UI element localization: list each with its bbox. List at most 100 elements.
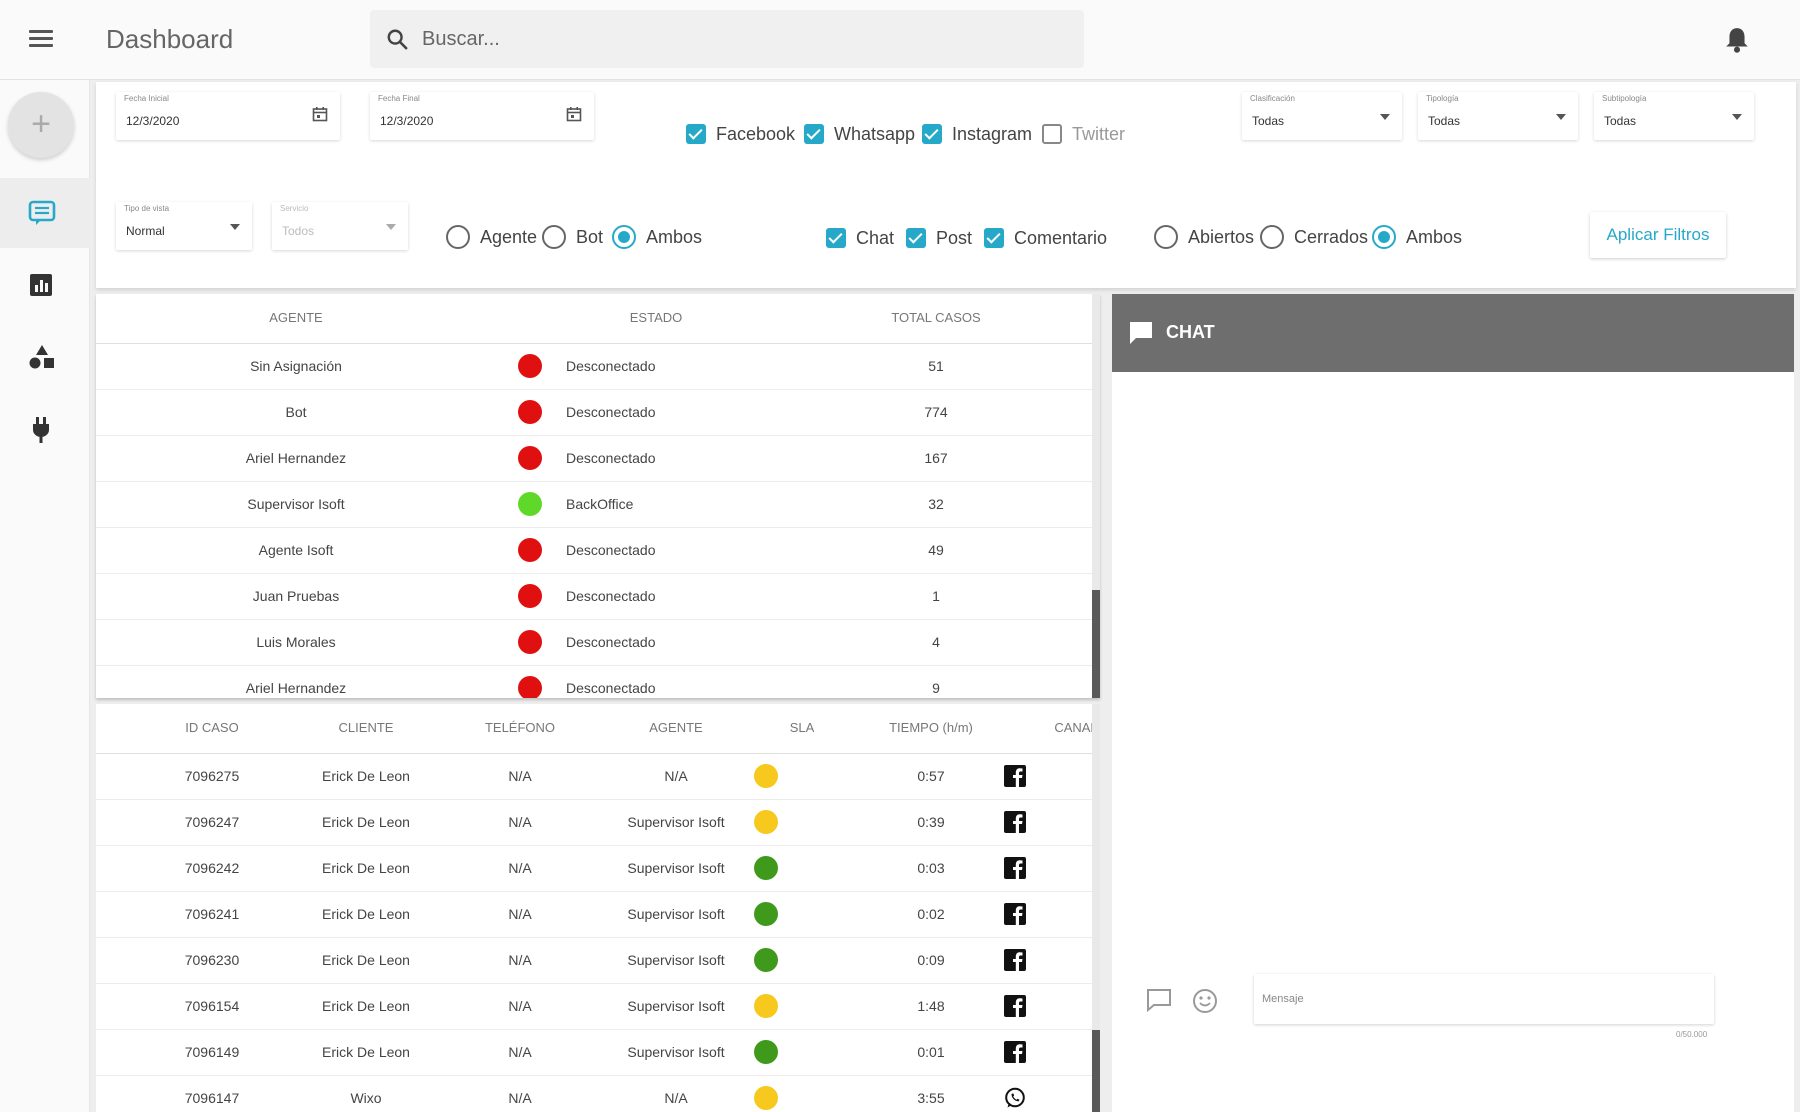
agent-name: Ariel Hernandez: [245, 680, 347, 696]
message-input[interactable]: [1262, 986, 1702, 1012]
channel-instagram-checkbox[interactable]: Instagram: [922, 122, 1032, 146]
table-row[interactable]: 7096147 Wixo N/A N/A 3:55: [96, 1076, 1092, 1112]
case-id: 7096242: [184, 860, 240, 876]
agent-name: Luis Morales: [256, 634, 336, 650]
case-id: 7096275: [184, 768, 240, 784]
table-row[interactable]: Ariel Hernandez Desconectado 167: [96, 436, 1092, 482]
radio-ring: [612, 225, 636, 249]
search-input[interactable]: [422, 20, 1062, 58]
table-row[interactable]: 7096230 Erick De Leon N/A Supervisor Isoft 0…: [96, 938, 1092, 984]
quick-reply-icon[interactable]: [1146, 988, 1172, 1012]
case-client: Erick De Leon: [322, 768, 410, 784]
table-row[interactable]: 7096247 Erick De Leon N/A Supervisor Isoft 0…: [96, 800, 1092, 846]
source-agente-radio[interactable]: Agente: [446, 224, 537, 250]
total-cases: 4: [932, 634, 940, 650]
type-comentario-checkbox[interactable]: Comentario: [984, 226, 1107, 250]
end-date-field[interactable]: Fecha Final 12/3/2020: [370, 92, 594, 140]
agent-status: BackOffice: [566, 496, 634, 512]
case-id: 7096247: [184, 814, 240, 830]
case-time: 3:55: [917, 1090, 945, 1106]
channel-facebook-checkbox[interactable]: Facebook: [686, 122, 795, 146]
table-row[interactable]: Luis Morales Desconectado 4: [96, 620, 1092, 666]
view-type-select[interactable]: Tipo de vista Normal: [116, 202, 252, 250]
status-ambos-radio[interactable]: Ambos: [1372, 224, 1462, 250]
status-dot: [518, 538, 542, 562]
chevron-down-icon: [230, 224, 240, 230]
service-select[interactable]: Servicio Todos: [272, 202, 408, 250]
radio-ring: [1260, 225, 1284, 249]
scrollbar-thumb[interactable]: [1092, 1030, 1100, 1112]
facebook-icon[interactable]: [1004, 995, 1026, 1017]
agents-scrollbar[interactable]: [1092, 294, 1100, 698]
source-bot-radio[interactable]: Bot: [542, 224, 603, 250]
table-header: ID CASO CLIENTE TELÉFONO AGENTE SLA TIEM…: [96, 704, 1098, 754]
table-row[interactable]: 7096154 Erick De Leon N/A Supervisor Isoft 1…: [96, 984, 1092, 1030]
table-row[interactable]: Sin Asignación Desconectado 51: [96, 344, 1092, 390]
channel-twitter-checkbox[interactable]: Twitter: [1042, 122, 1125, 146]
case-client: Erick De Leon: [322, 952, 410, 968]
nav-categories[interactable]: [0, 322, 90, 392]
agent-status: Desconectado: [566, 450, 656, 466]
search-bar: [370, 10, 1084, 68]
nav-reports[interactable]: [0, 250, 90, 320]
sla-dot: [754, 764, 778, 788]
add-button[interactable]: +: [8, 92, 74, 158]
notification-bell-icon[interactable]: [1724, 26, 1750, 54]
status-cerrados-radio[interactable]: Cerrados: [1260, 224, 1368, 250]
agent-status: Desconectado: [566, 404, 656, 420]
table-row[interactable]: 7096241 Erick De Leon N/A Supervisor Isoft 0…: [96, 892, 1092, 938]
table-row[interactable]: Agente Isoft Desconectado 49: [96, 528, 1092, 574]
calendar-icon[interactable]: [566, 106, 582, 122]
case-agent: Supervisor Isoft: [627, 906, 725, 922]
subtipologia-select[interactable]: Subtipología Todas: [1594, 92, 1754, 140]
case-time: 0:09: [917, 952, 945, 968]
calendar-icon[interactable]: [312, 106, 328, 122]
facebook-icon[interactable]: [1004, 949, 1026, 971]
agent-status: Desconectado: [566, 358, 656, 374]
cases-scrollbar[interactable]: [1092, 704, 1100, 1112]
clasificacion-select[interactable]: Clasificación Todas: [1242, 92, 1402, 140]
nav-integrations[interactable]: [0, 394, 90, 464]
type-post-checkbox[interactable]: Post: [906, 226, 972, 250]
nav-chats[interactable]: [0, 178, 90, 248]
source-ambos-radio[interactable]: Ambos: [612, 224, 702, 250]
facebook-icon[interactable]: [1004, 1041, 1026, 1063]
whatsapp-icon[interactable]: [1004, 1087, 1026, 1109]
table-row[interactable]: 7096275 Erick De Leon N/A N/A 0:57: [96, 754, 1092, 800]
tipologia-select[interactable]: Tipología Todas: [1418, 92, 1578, 140]
facebook-icon[interactable]: [1004, 903, 1026, 925]
facebook-icon[interactable]: [1004, 765, 1026, 787]
type-chat-checkbox[interactable]: Chat: [826, 226, 894, 250]
case-phone: N/A: [508, 860, 532, 876]
agent-status: Desconectado: [566, 634, 656, 650]
emoji-icon[interactable]: [1192, 988, 1218, 1014]
start-date-field[interactable]: Fecha Inicial 12/3/2020: [116, 92, 340, 140]
case-time: 0:39: [917, 814, 945, 830]
table-row[interactable]: 7096149 Erick De Leon N/A Supervisor Isoft 0…: [96, 1030, 1092, 1076]
checkbox-box: [804, 124, 824, 144]
checkbox-box: [984, 228, 1004, 248]
case-phone: N/A: [508, 1044, 532, 1060]
table-header: AGENTE ESTADO TOTAL CASOS: [96, 294, 1092, 344]
status-abiertos-radio[interactable]: Abiertos: [1154, 224, 1254, 250]
agent-name: Juan Pruebas: [252, 588, 340, 604]
radio-ring: [1154, 225, 1178, 249]
left-nav-rail: +: [0, 80, 90, 1112]
table-row[interactable]: Supervisor Isoft BackOffice 32: [96, 482, 1092, 528]
case-id: 7096147: [184, 1090, 240, 1106]
channel-whatsapp-checkbox[interactable]: Whatsapp: [804, 122, 915, 146]
menu-icon[interactable]: [26, 26, 56, 54]
table-row[interactable]: Juan Pruebas Desconectado 1: [96, 574, 1092, 620]
facebook-icon[interactable]: [1004, 857, 1026, 879]
checkbox-box: [686, 124, 706, 144]
facebook-icon[interactable]: [1004, 811, 1026, 833]
scrollbar-thumb[interactable]: [1092, 590, 1100, 698]
apply-filters-button[interactable]: Aplicar Filtros: [1590, 212, 1726, 258]
case-time: 0:57: [917, 768, 945, 784]
page-title: Dashboard: [106, 24, 234, 54]
table-row[interactable]: 7096242 Erick De Leon N/A Supervisor Isoft 0…: [96, 846, 1092, 892]
case-id: 7096241: [184, 906, 240, 922]
table-row[interactable]: Ariel Hernandez Desconectado 9: [96, 666, 1092, 698]
checkbox-box: [826, 228, 846, 248]
table-row[interactable]: Bot Desconectado 774: [96, 390, 1092, 436]
